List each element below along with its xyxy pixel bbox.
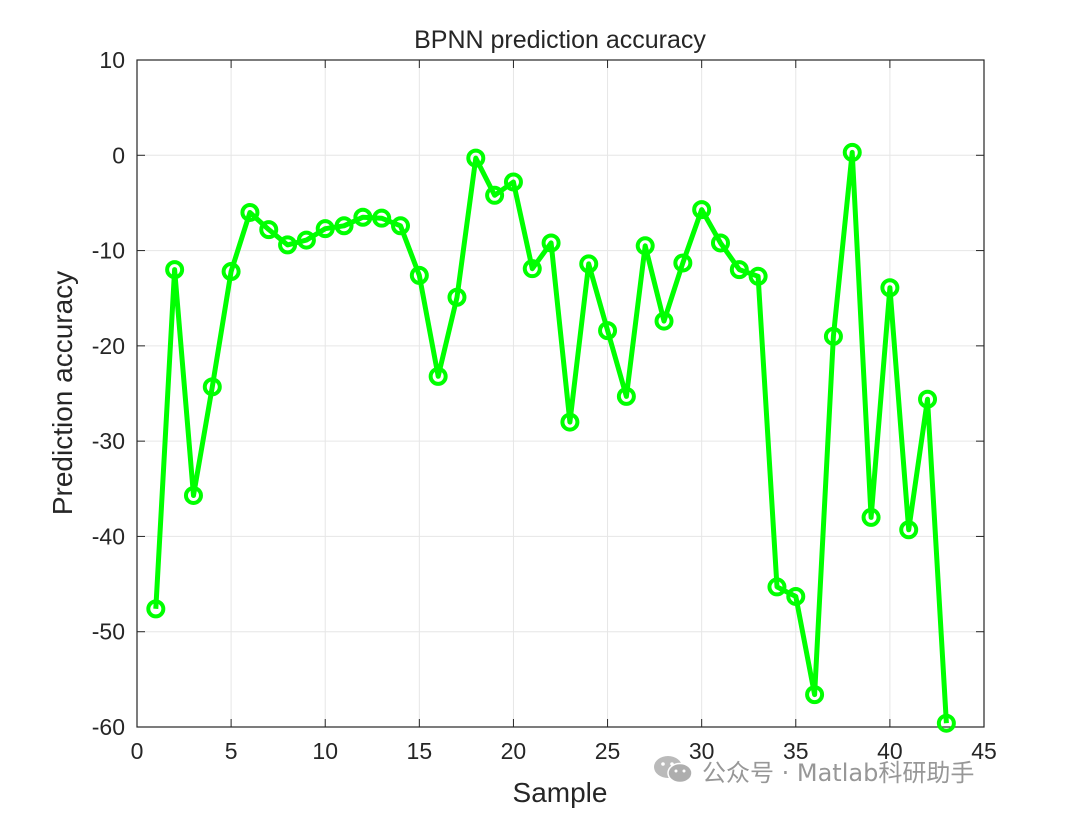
data-point-marker [805, 685, 825, 705]
data-point-marker [240, 202, 260, 222]
data-point-marker [278, 235, 298, 255]
y-tick-label: -50 [92, 619, 125, 645]
data-point-marker [560, 412, 580, 432]
x-tick-label: 40 [877, 738, 903, 764]
y-tick-label: -60 [92, 714, 125, 740]
x-tick-label: 20 [501, 738, 527, 764]
x-tick-label: 15 [407, 738, 433, 764]
plot-background [137, 60, 984, 727]
x-tick-label: 45 [971, 738, 997, 764]
data-point-marker [767, 577, 787, 597]
data-point-marker [485, 185, 505, 205]
x-tick-label: 10 [312, 738, 338, 764]
x-tick-label: 35 [783, 738, 809, 764]
data-point-marker [409, 265, 429, 285]
axis-ticks: 0 5 10 15 20 25 30 35 40 45 10 0 -10 -20 -30 -40 -50 -60 [92, 47, 997, 764]
data-point-marker [447, 287, 467, 307]
y-tick-label: 0 [112, 142, 125, 168]
data-point-marker [296, 230, 316, 250]
data-point-marker [635, 236, 655, 256]
data-point-marker [710, 233, 730, 253]
x-tick-label: 30 [689, 738, 715, 764]
data-point-marker [334, 216, 354, 236]
data-series [146, 142, 956, 733]
y-tick-label: -20 [92, 333, 125, 359]
data-point-marker [165, 260, 185, 280]
data-point-marker [598, 321, 618, 341]
data-point-marker [372, 208, 392, 228]
y-tick-label: -40 [92, 523, 125, 549]
x-tick-label: 5 [225, 738, 238, 764]
data-point-marker [353, 207, 373, 227]
data-point-marker [541, 233, 561, 253]
data-point-marker [936, 713, 956, 733]
y-axis-label: Prediction accuracy [47, 271, 78, 515]
data-point-marker [522, 259, 542, 279]
data-point-marker [391, 216, 411, 236]
data-point-marker [692, 200, 712, 220]
data-point-marker [673, 253, 693, 273]
y-tick-label: 10 [99, 47, 125, 73]
data-point-marker [899, 520, 919, 540]
data-point-marker [616, 386, 636, 406]
data-point-marker [183, 485, 203, 505]
data-point-marker [221, 262, 241, 282]
data-point-marker [729, 260, 749, 280]
series-line [153, 149, 949, 724]
data-point-marker [918, 389, 938, 409]
data-point-marker [654, 311, 674, 331]
x-tick-label: 0 [131, 738, 144, 764]
x-axis-label: Sample [513, 777, 608, 808]
x-tick-label: 25 [595, 738, 621, 764]
data-point-marker [748, 266, 768, 286]
data-point-marker [786, 586, 806, 606]
data-point-marker [880, 278, 900, 298]
data-point-marker [428, 366, 448, 386]
y-tick-label: -30 [92, 428, 125, 454]
data-point-marker [861, 507, 881, 527]
watermark: 公众号 · Matlab科研助手 [652, 752, 974, 788]
axes-frame [136, 59, 985, 728]
data-point-marker [315, 219, 335, 239]
data-point-marker [842, 142, 862, 162]
data-point-marker [466, 148, 486, 168]
data-point-marker [579, 254, 599, 274]
wechat-icon [654, 756, 693, 784]
data-point-marker [146, 599, 166, 619]
data-point-marker [503, 172, 523, 192]
data-point-marker [823, 326, 843, 346]
chart-title: BPNN prediction accuracy [414, 26, 706, 54]
data-point-marker [202, 377, 222, 397]
data-point-marker [259, 220, 279, 240]
axes-box [136, 59, 985, 728]
y-tick-label: -10 [92, 238, 125, 264]
watermark-text: 公众号 · Matlab科研助手 [702, 758, 975, 787]
